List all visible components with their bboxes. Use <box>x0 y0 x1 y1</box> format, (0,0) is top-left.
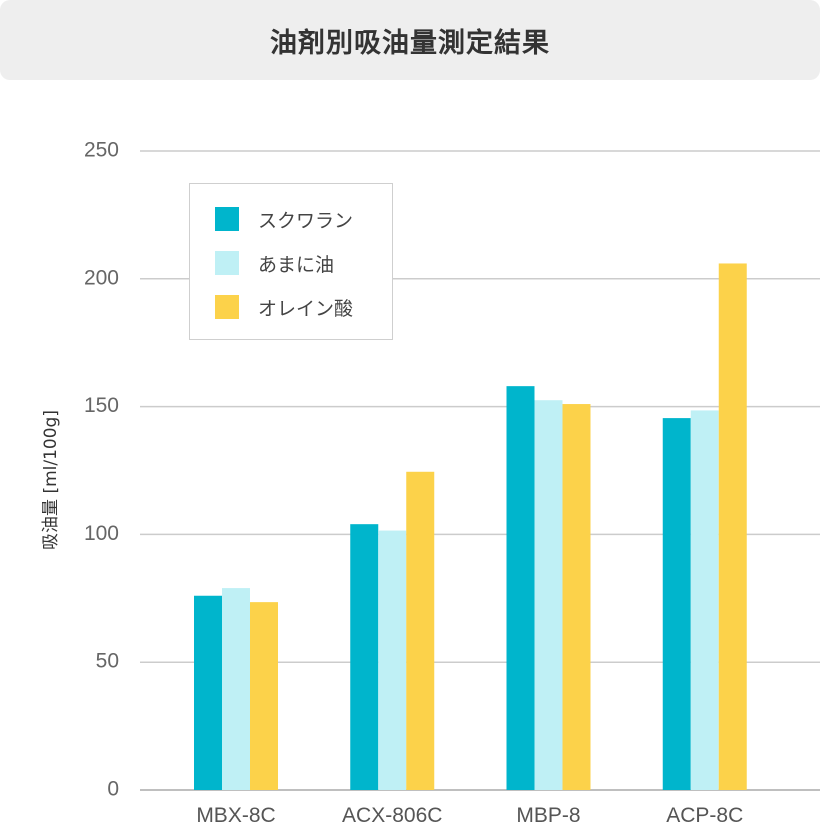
x-tick-label: MBP-8 <box>516 804 580 827</box>
bar <box>662 418 691 790</box>
chart-title: 油剤別吸油量測定結果 <box>270 27 550 59</box>
legend-label: スクワラン <box>258 209 354 232</box>
legend-item-linseed-oil: あまに油 <box>215 251 335 276</box>
chart-title-bar: 油剤別吸油量測定結果 <box>0 0 820 80</box>
y-tick-label: 150 <box>84 394 119 417</box>
legend-item-oleic-acid: オレイン酸 <box>215 295 354 320</box>
legend-label: オレイン酸 <box>258 297 354 320</box>
y-tick-label: 0 <box>107 778 119 801</box>
bar <box>250 602 278 790</box>
x-tick-label: ACP-8C <box>666 804 743 827</box>
legend-swatch-oleic-acid <box>215 295 239 319</box>
bar <box>506 386 535 790</box>
y-tick-label: 250 <box>84 139 119 162</box>
legend-swatch-squalane <box>215 207 239 231</box>
legend-swatch-linseed-oil <box>215 251 239 275</box>
x-tick-label: MBX-8C <box>196 804 275 827</box>
bar <box>406 471 435 790</box>
x-tick-label: ACX-806C <box>342 804 442 827</box>
legend: スクワラン あまに油 オレイン酸 <box>189 183 393 340</box>
bar <box>378 530 407 790</box>
bar <box>718 263 747 790</box>
bar <box>222 588 250 790</box>
bars <box>194 263 747 790</box>
axes: 0 50 100 150 200 250 MBX-8C ACX-806C MBP-8 ACP-8C <box>84 139 743 827</box>
y-tick-label: 200 <box>84 266 119 289</box>
y-tick-label: 50 <box>96 650 119 673</box>
bar <box>690 410 719 790</box>
bar <box>534 400 563 790</box>
bar <box>562 404 591 790</box>
legend-label: あまに油 <box>258 253 335 276</box>
bar <box>350 524 379 790</box>
bar <box>194 595 222 790</box>
legend-item-squalane: スクワラン <box>215 207 354 232</box>
y-tick-label: 100 <box>84 522 119 545</box>
y-axis-label: 吸油量 [ml/100g] <box>41 410 61 550</box>
